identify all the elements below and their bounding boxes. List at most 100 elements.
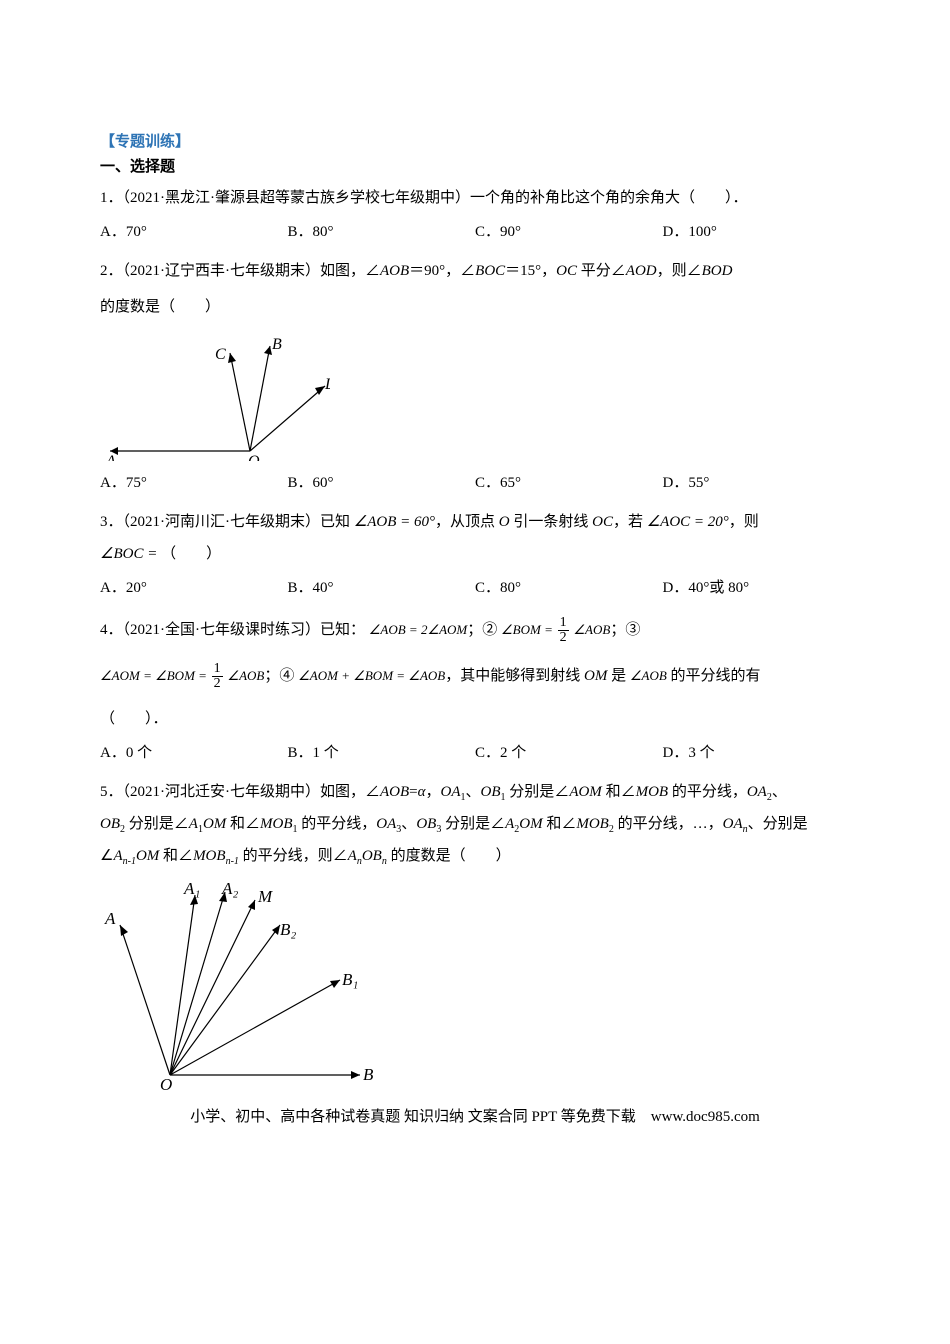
q5-mobn1: MOB xyxy=(193,848,226,864)
q5-oa2: OA xyxy=(747,784,767,800)
question-1: 1．（2021·黑龙江·肇源县超等蒙古族乡学校七年级期中）一个角的补角比这个角的… xyxy=(100,180,850,216)
q5-sn1: n-1 xyxy=(123,856,136,867)
q5-obn: OB xyxy=(362,848,382,864)
q2-opt-b: B．60° xyxy=(288,467,476,500)
q5-sn2: n-1 xyxy=(226,856,239,867)
q3-opt-a: A．20° xyxy=(100,572,288,605)
section-title: 一、选择题 xyxy=(100,155,850,176)
q4-om: OM xyxy=(584,668,607,684)
q4-l3: （ ）． xyxy=(100,711,168,727)
q5-figure: A A₁ A₂ M B₂ B₁ B O xyxy=(100,880,850,1090)
q1-options: A．70° B．80° C．90° D．100° xyxy=(100,216,850,249)
question-3: 3．（2021·河南川汇·七年级期末）已知 ∠AOB = 60°，从顶点 O 引… xyxy=(100,504,850,540)
q4-t2: ，其中能够得到射线 xyxy=(445,668,584,684)
question-5-line2: OB2 分别是∠A1OM 和∠MOB1 的平分线，OA3、OB3 分别是∠A2O… xyxy=(100,806,850,842)
q5-l2p4: 的平分线， xyxy=(298,816,377,832)
q2-t10: BOD xyxy=(702,263,733,279)
question-5-line3: ∠An-1OM 和∠MOBn-1 的平分线，则∠AnOBn 的度数是（ ） xyxy=(100,838,850,874)
q5-t6: 的平分线， xyxy=(668,784,747,800)
q5-ob2: OB xyxy=(100,816,120,832)
q5-aob: AOB xyxy=(380,784,409,800)
q4-t1: 4．（2021·全国·七年级课时练习）已知： xyxy=(100,622,365,638)
q5-l2p7: 和∠ xyxy=(543,816,577,832)
q5-a2om-a: A xyxy=(505,816,514,832)
q5-om1: OM xyxy=(203,816,226,832)
q4-opt-b: B．1 个 xyxy=(288,737,476,770)
q5-t7: 、 xyxy=(772,784,787,800)
q4-l2f1a: ∠AOM = ∠BOM = xyxy=(100,668,207,683)
q4-frac2-num: 1 xyxy=(212,662,223,677)
q3-oc: OC xyxy=(592,514,613,530)
q5-ob3: OB xyxy=(416,816,436,832)
q2-t3: ＝90°，∠ xyxy=(409,263,475,279)
question-4: 4．（2021·全国·七年级课时练习）已知： ∠AOB = 2∠AOM；② ∠B… xyxy=(100,609,850,651)
q4-f1: ∠AOB = 2∠AOM xyxy=(369,622,468,637)
q3-boc: ∠BOC = xyxy=(100,546,157,562)
q2-t6: OC xyxy=(556,263,577,279)
q4-s3: ；④ xyxy=(264,668,294,684)
q3-t5: ，若 xyxy=(613,514,647,530)
q2-t4: BOC xyxy=(475,263,505,279)
q4-frac1-num: 1 xyxy=(558,616,569,631)
q3-t4: 引一条射线 xyxy=(510,514,593,530)
q4-options: A．0 个 B．1 个 C．2 个 D．3 个 xyxy=(100,737,850,770)
q2-t11: 的度数是（ ） xyxy=(100,299,220,315)
q5-om2: OM xyxy=(519,816,542,832)
q4-s1: ；② xyxy=(467,622,497,638)
svg-text:B₂: B₂ xyxy=(280,920,296,939)
q4-f2b: ∠AOB xyxy=(573,622,610,637)
q5-l2p9: 、分别是 xyxy=(748,816,808,832)
q5-l2p2: 分别是∠ xyxy=(125,816,189,832)
q3-opt-d: D．40°或 80° xyxy=(663,572,851,605)
q5-om3: OM xyxy=(136,848,159,864)
q2-opt-c: C．65° xyxy=(475,467,663,500)
q5-alpha: α xyxy=(418,784,426,800)
svg-text:A₁: A₁ xyxy=(183,880,200,898)
q4-opt-d: D．3 个 xyxy=(663,737,851,770)
svg-text:B: B xyxy=(363,1065,374,1084)
q3-aob: ∠AOB = 60° xyxy=(354,514,435,530)
q2-label-b: B xyxy=(272,336,282,353)
q2-t7: 平分∠ xyxy=(577,263,626,279)
svg-text:O: O xyxy=(160,1075,172,1090)
q5-t4: 分别是∠ xyxy=(506,784,570,800)
q1-opt-c: C．90° xyxy=(475,216,663,249)
q4-f3: ∠AOM + ∠BOM = ∠AOB xyxy=(298,668,445,683)
q4-t3: 是 xyxy=(607,668,630,684)
svg-text:M: M xyxy=(257,887,273,906)
q5-oa3: OA xyxy=(376,816,396,832)
q4-frac2-den: 2 xyxy=(212,677,223,691)
q5-t5: 和∠ xyxy=(602,784,636,800)
q5-aom: AOM xyxy=(569,784,602,800)
q4-t4: 的平分线的有 xyxy=(667,668,761,684)
q2-options: A．75° B．60° C．65° D．55° xyxy=(100,467,850,500)
q5-ob1: OB xyxy=(481,784,501,800)
q5-an1om-a: A xyxy=(113,848,122,864)
q4-aob2: ∠AOB xyxy=(630,668,667,683)
q4-l2f1b: ∠AOB xyxy=(227,668,264,683)
q4-f2a: ∠BOM = xyxy=(501,622,553,637)
q4-frac1: 12 xyxy=(558,616,569,645)
q5-mob2: MOB xyxy=(576,816,609,832)
q5-l2p6: 分别是∠ xyxy=(441,816,505,832)
q1-opt-a: A．70° xyxy=(100,216,288,249)
q5-a1om-a: A xyxy=(189,816,198,832)
question-3-line2: ∠BOC = （ ） xyxy=(100,536,850,572)
q4-frac1-den: 2 xyxy=(558,631,569,645)
q2-opt-a: A．75° xyxy=(100,467,288,500)
svg-text:B₁: B₁ xyxy=(342,970,358,989)
q4-frac2: 12 xyxy=(212,662,223,691)
question-4-line2: ∠AOM = ∠BOM = 12 ∠AOB；④ ∠AOM + ∠BOM = ∠A… xyxy=(100,655,850,697)
question-5: 5．（2021·河北迁安·七年级期中）如图，∠AOB=α，OA1、OB1 分别是… xyxy=(100,774,850,810)
q5-l2p5: 、 xyxy=(401,816,416,832)
q2-label-c: C xyxy=(215,346,226,363)
q5-eq: = xyxy=(409,784,417,800)
q3-t1: 3．（2021·河南川汇·七年级期末）已知 xyxy=(100,514,354,530)
q3-options: A．20° B．40° C．80° D．40°或 80° xyxy=(100,572,850,605)
q3-t6: ，则 xyxy=(729,514,759,530)
q5-mob: MOB xyxy=(636,784,669,800)
q5-t1: 5．（2021·河北迁安·七年级期中）如图，∠ xyxy=(100,784,380,800)
q5-l2p8: 的平分线，…， xyxy=(614,816,723,832)
q2-t1: 2．（2021·辽宁西丰·七年级期末）如图，∠ xyxy=(100,263,380,279)
q2-label-a: A xyxy=(105,453,116,461)
